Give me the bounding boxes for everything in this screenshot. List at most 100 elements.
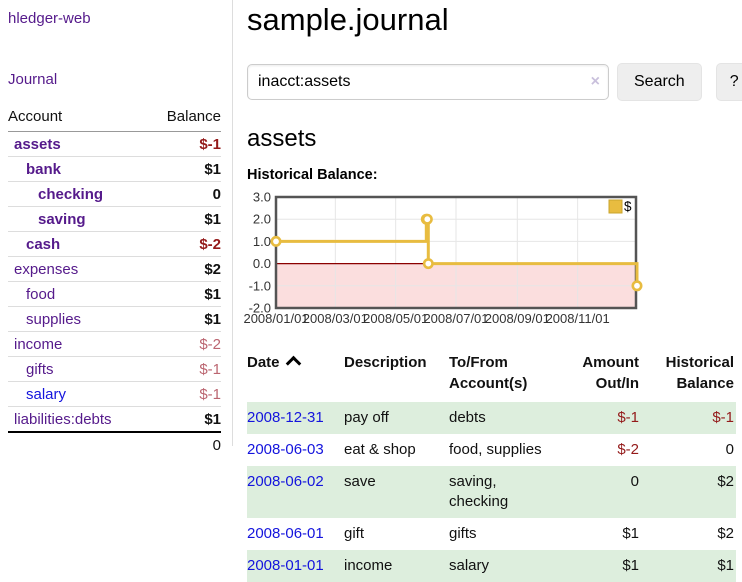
app-title-link[interactable]: hledger-web <box>8 10 91 27</box>
chart-heading: Historical Balance: <box>247 167 378 183</box>
svg-text:2008/03/01: 2008/03/01 <box>303 311 368 326</box>
sort-ascending-icon <box>285 355 301 372</box>
account-row: liabilities:debts $1 <box>8 406 221 432</box>
svg-text:2.0: 2.0 <box>253 212 271 227</box>
transaction-accounts: debts <box>449 402 561 434</box>
transaction-description: pay off <box>344 402 449 434</box>
account-link[interactable]: salary <box>26 385 67 403</box>
register-table-body: 2008-12-31 pay off debts $-1 $-1 2008-06-03 ea… <box>247 402 736 582</box>
chart-canvas: 3.0 2.0 1.0 0.0 -1.0 -2.02008/01/012008/03/01… <box>243 190 643 326</box>
transaction-date-link[interactable]: 2008-01-01 <box>247 557 324 574</box>
search-form: × Search ? <box>247 63 742 101</box>
transaction-date-link[interactable]: 2008-06-03 <box>247 441 324 458</box>
account-link[interactable]: food <box>26 285 56 303</box>
account-row: cash $-2 <box>8 231 221 257</box>
account-row: gifts $-1 <box>8 356 221 382</box>
register-header-row: Date Description To/From Account(s) Amou… <box>247 348 736 402</box>
account-link[interactable]: bank <box>26 160 62 178</box>
account-link[interactable]: cash <box>26 235 61 253</box>
sidebar: hledger-web Journal Account Balance asse… <box>0 0 233 457</box>
svg-text:1.0: 1.0 <box>253 234 271 249</box>
account-link[interactable]: checking <box>38 185 104 203</box>
accounts-total-row: 0 <box>8 431 221 457</box>
amount-column-header: Amount Out/In <box>582 354 639 392</box>
transaction-accounts: gifts <box>449 525 477 542</box>
account-balance: $1 <box>147 156 221 182</box>
transaction-accounts: food, supplies <box>449 441 542 458</box>
transaction-amount: $-2 <box>617 441 639 458</box>
sidebar-item-journal[interactable]: Journal <box>8 71 58 88</box>
balance-column-header-register: Historical Balance <box>665 354 734 392</box>
register-row: 2008-06-02 save saving, checking 0 $2 <box>247 466 736 518</box>
account-balance: $-1 <box>147 381 221 407</box>
transaction-description: eat & shop <box>344 441 416 458</box>
svg-text:2008/05/01: 2008/05/01 <box>363 311 428 326</box>
transaction-amount: 0 <box>561 466 641 518</box>
svg-text:$: $ <box>624 199 632 214</box>
account-row: checking 0 <box>8 181 221 207</box>
transaction-date-link[interactable]: 2008-06-01 <box>247 525 324 542</box>
account-row: bank $1 <box>8 156 221 182</box>
search-box: × <box>247 64 609 100</box>
transaction-description: save <box>344 466 449 518</box>
account-row: saving $1 <box>8 206 221 232</box>
transaction-amount: $1 <box>561 550 641 582</box>
description-column-header: Description <box>344 354 427 371</box>
account-link[interactable]: saving <box>38 210 86 228</box>
help-button[interactable]: ? <box>715 63 742 101</box>
account-row: expenses $2 <box>8 256 221 282</box>
svg-text:2008/07/01: 2008/07/01 <box>423 311 488 326</box>
main-content: sample.journal × Search ? assets Histori… <box>233 0 742 582</box>
transaction-description: income <box>344 550 449 582</box>
search-input[interactable] <box>247 64 609 100</box>
svg-text:-1.0: -1.0 <box>249 278 271 293</box>
account-balance: $1 <box>147 406 221 432</box>
transaction-balance: $1 <box>641 550 736 582</box>
date-column-header[interactable]: Date <box>247 348 344 402</box>
register-table: Date Description To/From Account(s) Amou… <box>247 348 736 582</box>
account-column-header: Account <box>8 104 148 132</box>
account-link[interactable]: liabilities:debts <box>14 410 112 428</box>
account-balance: $-2 <box>147 231 221 257</box>
account-link[interactable]: income <box>14 335 63 353</box>
account-balance: $1 <box>147 281 221 307</box>
svg-text:-2.0: -2.0 <box>249 301 271 316</box>
svg-text:3.0: 3.0 <box>253 190 271 205</box>
account-row: food $1 <box>8 281 221 307</box>
transaction-balance: $2 <box>717 525 734 542</box>
register-row: 2008-06-01 gift gifts $1 $2 <box>247 518 736 550</box>
account-balance: 0 <box>147 181 221 207</box>
account-link[interactable]: assets <box>14 135 61 153</box>
svg-text:0.0: 0.0 <box>253 256 271 271</box>
account-link[interactable]: gifts <box>26 360 54 378</box>
transaction-balance: $-1 <box>641 402 736 434</box>
account-heading: assets <box>247 125 317 152</box>
search-button[interactable]: Search <box>617 63 702 101</box>
account-balance: $1 <box>147 206 221 232</box>
clear-search-icon[interactable]: × <box>590 73 600 90</box>
account-balance: $2 <box>147 256 221 282</box>
account-link[interactable]: expenses <box>14 260 79 278</box>
register-row: 2008-01-01 income salary $1 $1 <box>247 550 736 582</box>
account-balance: $-1 <box>147 356 221 382</box>
transaction-accounts: salary <box>449 550 561 582</box>
register-row: 2008-12-31 pay off debts $-1 $-1 <box>247 402 736 434</box>
balance-column-header: Balance <box>147 104 221 132</box>
svg-text:2008/11/01: 2008/11/01 <box>546 311 610 326</box>
account-balance: $-2 <box>147 331 221 357</box>
transaction-amount: $1 <box>622 525 639 542</box>
account-link[interactable]: supplies <box>26 310 82 328</box>
accounts-table-header: Account Balance <box>8 104 221 132</box>
account-row: assets $-1 <box>8 132 221 157</box>
transaction-description: gift <box>344 525 365 542</box>
transaction-accounts: saving, checking <box>449 466 561 518</box>
accounts-total-value: 0 <box>147 431 221 457</box>
page-title: sample.journal <box>247 2 449 37</box>
register-row: 2008-06-03 eat & shop food, supplies $-2 0 <box>247 434 736 466</box>
historical-balance-chart: 3.0 2.0 1.0 0.0 -1.0 -2.0 2008/01/01 2008/03/01… <box>243 190 742 328</box>
transaction-date-link[interactable]: 2008-12-31 <box>247 409 324 426</box>
accounts-column-header: To/From Account(s) <box>449 354 528 392</box>
transaction-date-link[interactable]: 2008-06-02 <box>247 473 324 490</box>
transaction-amount: $-1 <box>561 402 641 434</box>
